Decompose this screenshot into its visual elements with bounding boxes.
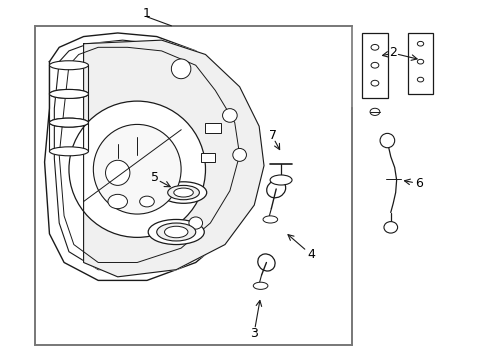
Ellipse shape <box>93 125 181 214</box>
FancyBboxPatch shape <box>361 33 387 98</box>
Ellipse shape <box>105 160 130 185</box>
Text: 5: 5 <box>151 171 159 184</box>
Ellipse shape <box>416 59 423 64</box>
Text: 7: 7 <box>268 129 276 142</box>
Ellipse shape <box>370 62 378 68</box>
Ellipse shape <box>370 80 378 86</box>
Ellipse shape <box>164 226 187 238</box>
Text: 4: 4 <box>307 248 315 261</box>
Ellipse shape <box>160 182 206 203</box>
Ellipse shape <box>370 44 378 50</box>
Ellipse shape <box>257 254 275 271</box>
Ellipse shape <box>157 223 195 241</box>
Polygon shape <box>83 40 264 277</box>
Text: 6: 6 <box>414 177 422 190</box>
Text: 1: 1 <box>143 7 151 20</box>
Text: 3: 3 <box>250 327 258 340</box>
Ellipse shape <box>49 89 88 98</box>
Ellipse shape <box>148 220 204 244</box>
Ellipse shape <box>69 101 205 237</box>
Ellipse shape <box>173 188 193 197</box>
Ellipse shape <box>108 194 127 209</box>
Ellipse shape <box>49 147 88 156</box>
Ellipse shape <box>167 185 199 200</box>
Ellipse shape <box>379 134 394 148</box>
Ellipse shape <box>222 109 237 122</box>
Ellipse shape <box>263 216 277 223</box>
Ellipse shape <box>140 196 154 207</box>
Text: 2: 2 <box>388 46 396 59</box>
Ellipse shape <box>383 222 397 233</box>
Ellipse shape <box>49 118 88 127</box>
FancyBboxPatch shape <box>205 123 221 134</box>
Ellipse shape <box>171 59 190 79</box>
Ellipse shape <box>369 108 379 116</box>
Ellipse shape <box>416 77 423 82</box>
Ellipse shape <box>188 217 202 229</box>
FancyBboxPatch shape <box>407 33 432 94</box>
Ellipse shape <box>49 61 88 70</box>
Ellipse shape <box>416 41 423 46</box>
Ellipse shape <box>266 180 285 198</box>
Ellipse shape <box>49 118 88 127</box>
Ellipse shape <box>232 148 246 161</box>
Polygon shape <box>44 33 259 280</box>
Ellipse shape <box>49 89 88 98</box>
FancyBboxPatch shape <box>200 153 215 162</box>
Ellipse shape <box>269 175 291 185</box>
Ellipse shape <box>253 282 267 289</box>
